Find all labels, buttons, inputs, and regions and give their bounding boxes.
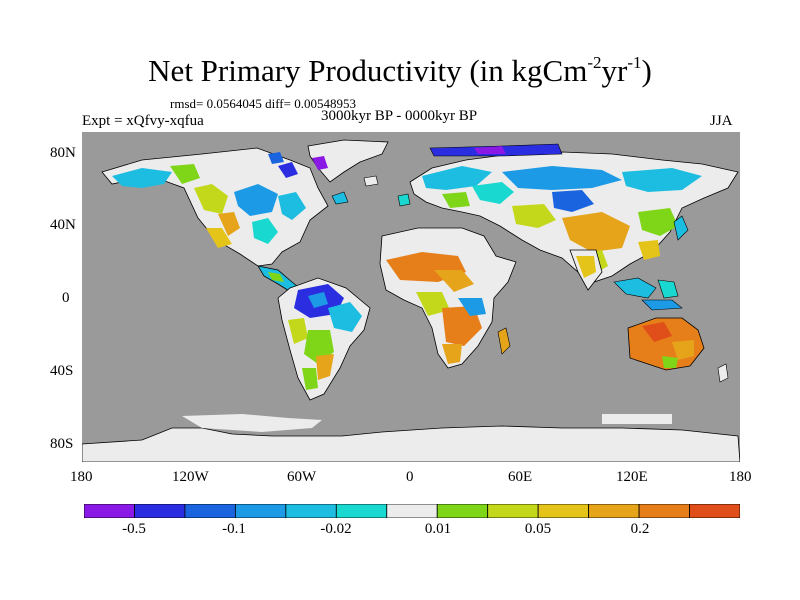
colorbar-box	[689, 504, 740, 518]
colorbar-label: 0.2	[630, 521, 650, 537]
colorbar-box	[537, 504, 590, 518]
colorbar-label: -0.5	[122, 521, 146, 537]
x-tick-label: 60W	[287, 469, 317, 485]
colorbar-box	[436, 504, 489, 518]
x-tick-label: 120E	[616, 469, 648, 485]
colorbar-box	[487, 504, 539, 518]
new-zealand	[717, 363, 729, 383]
y-tick-label: 0	[62, 290, 70, 306]
stats-text: rmsd= 0.0564045 diff= 0.00548953	[170, 96, 356, 111]
map-plot	[82, 132, 740, 462]
y-tick-label: 40S	[50, 363, 74, 379]
colorbar-box	[588, 504, 640, 518]
colorbar-box	[285, 504, 337, 518]
season-label: JJA	[710, 113, 733, 129]
japan	[673, 215, 689, 241]
colorbar-label: 0.05	[524, 521, 552, 537]
colorbar-box	[638, 504, 690, 518]
experiment-label: Expt = xQfvy-xqfua	[82, 113, 204, 129]
x-tick-label: 180	[729, 469, 752, 485]
period-label: 3000kyr BP - 0000kyr BP	[321, 108, 478, 124]
antarctica	[82, 425, 740, 462]
colorbar-box	[234, 504, 287, 518]
colorbar	[84, 504, 740, 518]
y-tick-label: 80N	[50, 145, 76, 161]
colorbar-label: -0.02	[320, 521, 352, 537]
x-tick-label: 120W	[172, 469, 209, 485]
colorbar-label: 0.01	[424, 521, 452, 537]
colorbar-box	[184, 504, 236, 518]
colorbar-box	[335, 504, 388, 518]
x-tick-label: 0	[406, 469, 414, 485]
x-tick-label: 60E	[508, 469, 533, 485]
y-tick-label: 80S	[50, 436, 74, 452]
x-tick-label: 180	[70, 469, 93, 485]
colorbar-box	[386, 504, 438, 518]
madagascar	[497, 327, 511, 355]
y-tick-label: 40N	[50, 217, 76, 233]
colorbar-box	[134, 504, 186, 518]
colorbar-label: -0.1	[222, 521, 246, 537]
se-asia	[613, 277, 657, 299]
colorbar-box	[84, 504, 135, 518]
chart-title: Net Primary Productivity (in kgCm-2yr-1)	[148, 53, 652, 88]
